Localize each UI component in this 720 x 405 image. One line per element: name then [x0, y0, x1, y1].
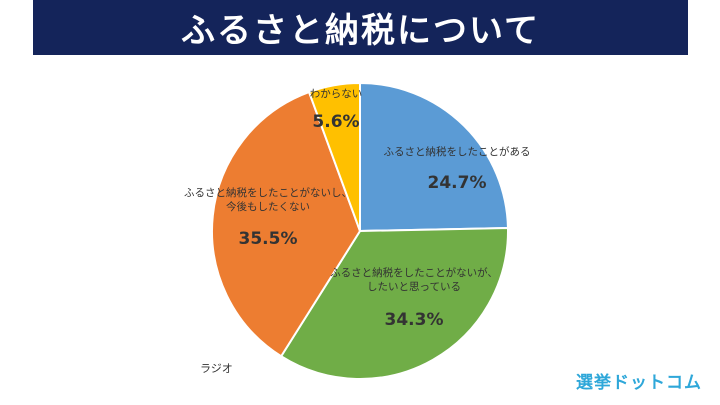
source-label: ラジオ — [200, 362, 233, 375]
slice-label-2-line-1: ふるさと納税をしたことがないが、 — [330, 266, 498, 279]
pie-slice-3 — [211, 90, 362, 358]
slice-value-3: 35.5% — [239, 229, 298, 249]
pie-slice-4 — [307, 81, 361, 232]
slice-label-3-line-2: 今後もしたくない — [226, 200, 310, 213]
slice-label-3-line-1: ふるさと納税をしたことがないし、 — [184, 186, 352, 199]
slice-label-1-line-1: ふるさと納税をしたことがある — [384, 145, 531, 158]
pie-slice-2 — [279, 226, 509, 380]
chart-title: ふるさと納税について — [181, 11, 540, 51]
slice-value-1: 24.7% — [428, 173, 487, 193]
pie-slice-1 — [359, 81, 509, 233]
title-banner: ふるさと納税について — [33, 0, 688, 55]
slice-value-4: 5.6% — [312, 112, 359, 132]
slice-label-2-line-2: したいと思っている — [367, 281, 461, 293]
site-logo: 選挙ドットコム — [576, 373, 702, 393]
slice-value-2: 34.3% — [385, 310, 444, 330]
slice-label-4-line-1: わからない — [310, 88, 363, 100]
